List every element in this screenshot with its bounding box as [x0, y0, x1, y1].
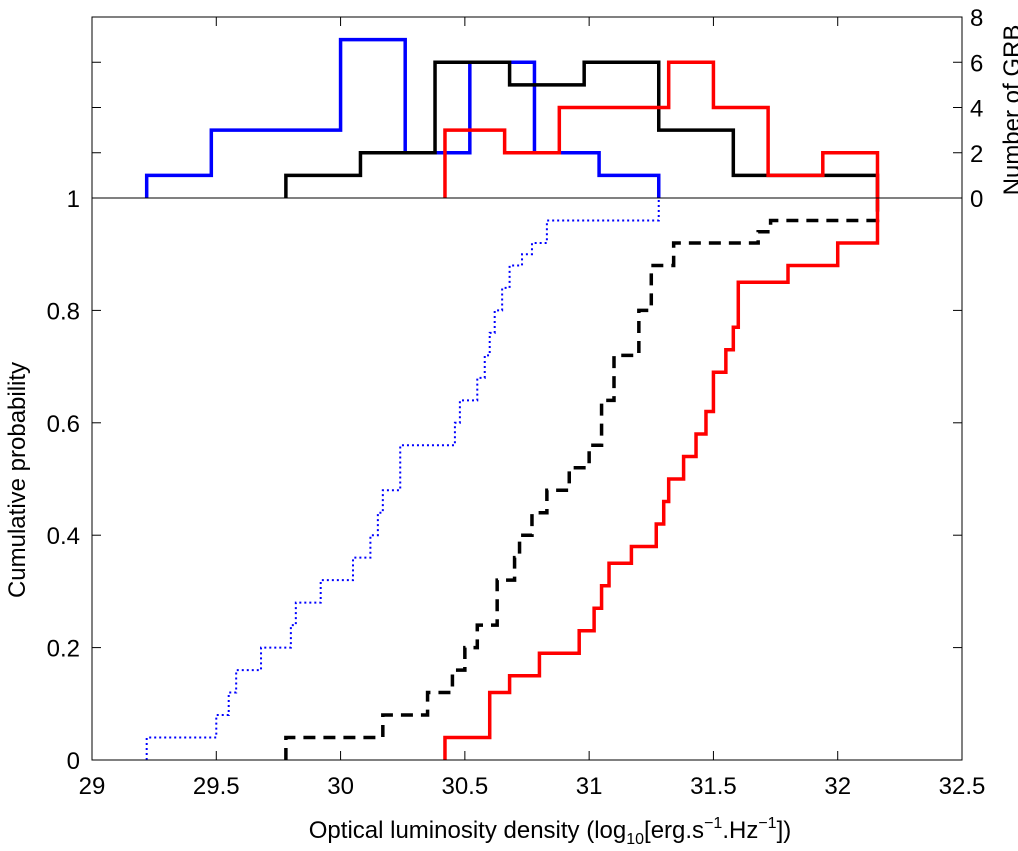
x-tick-label: 30.5 [441, 773, 488, 800]
y-tick-label: 1 [67, 186, 80, 213]
cdf-series-1 [284, 198, 880, 760]
right-tick-label: 2 [970, 141, 983, 168]
y-tick-label: 0.6 [47, 411, 80, 438]
cdf-series-2 [443, 198, 880, 760]
right-tick-label: 6 [970, 50, 983, 77]
x-tick-label: 29.5 [193, 773, 240, 800]
y-tick-label: 0.2 [47, 636, 80, 663]
cdf-panel [145, 198, 880, 760]
right-tick-label: 0 [970, 186, 983, 213]
axes: 29 29.5 30 30.5 31 31.5 32 32.5 0 0.2 0.4 0.6 0.8 1 0 2… [47, 5, 986, 800]
x-tick-label: 30 [327, 773, 354, 800]
y-axis-title: Cumulative probability [4, 362, 31, 598]
y-tick-label: 0.8 [47, 298, 80, 325]
histogram-series-0 [144, 37, 661, 198]
y-tick-label: 0.4 [47, 523, 80, 550]
right-tick-label: 4 [970, 96, 983, 123]
x-tick-label: 31 [576, 773, 603, 800]
y-tick-label: 0 [67, 748, 80, 775]
right-axis-title: Number of GRB [999, 25, 1018, 196]
x-tick-label: 32.5 [939, 773, 986, 800]
cdf-series-0 [145, 198, 660, 760]
histogram-series-2 [443, 60, 880, 198]
histogram-panel [144, 37, 880, 198]
histogram-series-1 [284, 60, 880, 198]
x-axis-title: Optical luminosity density (log10[erg.s−… [309, 815, 791, 848]
x-tick-label: 32 [824, 773, 851, 800]
x-tick-label: 29 [79, 773, 106, 800]
x-tick-label: 31.5 [690, 773, 737, 800]
right-tick-label: 8 [970, 5, 983, 32]
plot-frame [91, 16, 963, 761]
